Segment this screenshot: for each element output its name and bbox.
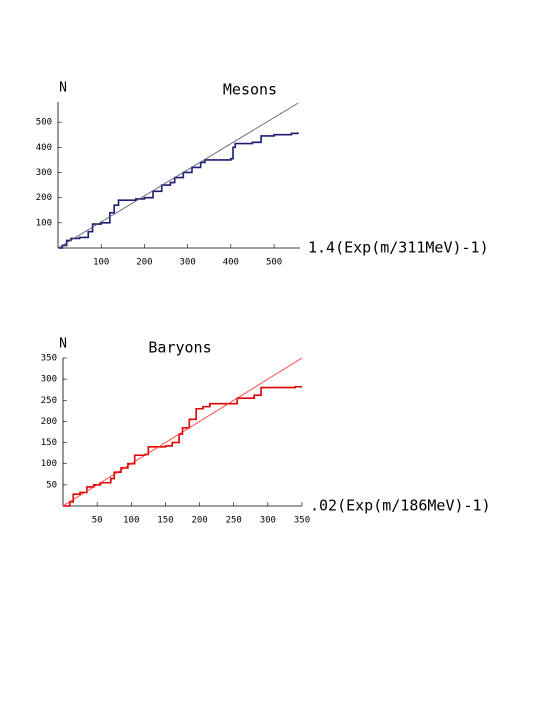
x-axis-label: 1.4(Exp(m/311MeV)-1) [308, 239, 489, 257]
y-axis-label: N [59, 81, 67, 96]
y-tick-label: 100 [36, 218, 52, 228]
x-tick-label: 250 [226, 516, 242, 526]
y-tick-label: 300 [41, 375, 57, 385]
reference-line [62, 357, 303, 507]
x-axis-label: .02(Exp(m/186MeV)-1) [310, 497, 491, 515]
y-tick-label: 200 [36, 193, 52, 203]
step-line [63, 385, 302, 507]
y-tick-label: 300 [36, 168, 52, 178]
x-tick-label: 350 [294, 516, 310, 526]
x-tick-label: 300 [180, 258, 196, 268]
x-tick-label: 150 [157, 516, 173, 526]
x-tick-label: 100 [93, 258, 109, 268]
x-tick-label: 300 [260, 516, 276, 526]
chart-title: Baryons [148, 339, 211, 357]
x-tick-label: 200 [191, 516, 207, 526]
y-tick-label: 250 [41, 396, 57, 406]
x-tick-label: 100 [123, 516, 139, 526]
y-tick-label: 150 [41, 438, 57, 448]
y-tick-label: 350 [41, 354, 57, 364]
step-line [58, 132, 299, 249]
y-tick-label: 100 [41, 459, 57, 469]
x-tick-label: 400 [223, 258, 239, 268]
reference-line [57, 102, 299, 249]
x-tick-label: 50 [92, 516, 103, 526]
y-tick-label: 500 [36, 118, 52, 128]
x-tick-label: 200 [136, 258, 152, 268]
x-tick-label: 500 [266, 258, 282, 268]
y-tick-label: 400 [36, 143, 52, 153]
y-tick-label: 50 [46, 480, 57, 490]
y-axis-label: N [59, 337, 67, 352]
y-tick-label: 200 [41, 417, 57, 427]
chart-title: Mesons [223, 81, 277, 99]
